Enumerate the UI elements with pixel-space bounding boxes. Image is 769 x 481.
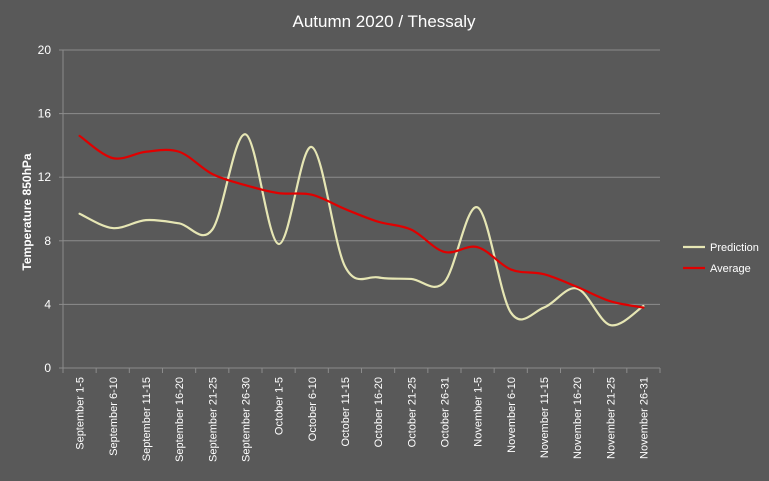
x-tick-label: November 16-20 xyxy=(572,377,584,459)
y-tick-label: 0 xyxy=(44,361,51,375)
gridlines xyxy=(63,49,660,305)
legend-label-prediction: Prediction xyxy=(710,242,759,254)
x-tick-label: November 26-31 xyxy=(638,377,650,459)
x-tick-label: November 1-5 xyxy=(473,377,485,447)
y-tick-label: 4 xyxy=(44,297,51,311)
x-tick-label: September 1-5 xyxy=(75,377,87,450)
series-line-average xyxy=(78,134,645,309)
x-tick-label: October 1-5 xyxy=(274,377,286,435)
x-tick-label: October 16-20 xyxy=(373,377,385,447)
x-tick-label: October 21-25 xyxy=(406,377,418,447)
x-tick-label: November 21-25 xyxy=(605,377,617,459)
axes xyxy=(59,49,661,373)
y-axis-label: Temperature 850hPa xyxy=(20,153,34,270)
x-tick-label: September 21-25 xyxy=(207,377,219,462)
x-tick-label: November 6-10 xyxy=(506,377,518,453)
y-tick-label: 16 xyxy=(38,107,52,121)
series-line-prediction xyxy=(78,133,645,327)
x-tick-label: October 11-15 xyxy=(340,377,352,447)
legend: Prediction Average xyxy=(683,242,759,275)
chart-title: Autumn 2020 / Thessaly xyxy=(292,12,476,31)
y-tick-label: 12 xyxy=(38,170,52,184)
y-tick-label: 20 xyxy=(38,43,52,57)
x-tick-label: September 16-20 xyxy=(174,377,186,462)
series-lines xyxy=(78,133,645,327)
x-tick-label: November 11-15 xyxy=(539,377,551,458)
y-tick-label: 8 xyxy=(44,234,51,248)
y-axis-ticks: 0 4 8 12 16 20 xyxy=(38,43,52,375)
x-tick-label: October 26-31 xyxy=(439,377,451,447)
legend-label-average: Average xyxy=(710,263,751,275)
x-axis-ticks: September 1-5 September 6-10 September 11-… xyxy=(75,377,651,462)
x-tick-label: September 11-15 xyxy=(141,377,153,461)
x-tick-label: October 6-10 xyxy=(307,377,319,441)
x-tick-label: September 26-30 xyxy=(240,377,252,462)
x-tick-label: September 6-10 xyxy=(108,377,120,456)
